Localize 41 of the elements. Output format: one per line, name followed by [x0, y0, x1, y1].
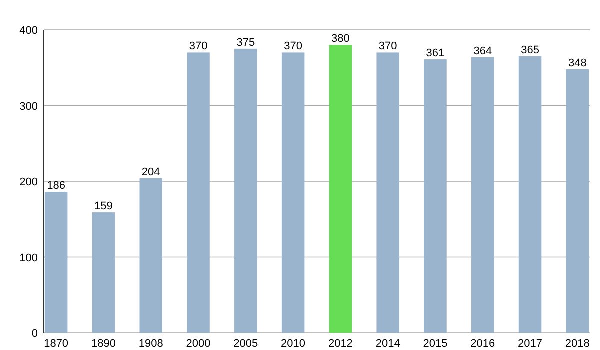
data-label: 186 — [47, 180, 66, 192]
x-tick-label: 2017 — [518, 338, 543, 350]
data-label: 348 — [568, 57, 587, 70]
x-tick-label: 1890 — [91, 338, 116, 350]
bar — [472, 57, 494, 333]
bar — [424, 60, 447, 333]
y-tick-label: 300 — [20, 100, 38, 113]
data-label: 365 — [521, 44, 540, 57]
data-label: 361 — [426, 48, 445, 60]
x-tick-label: 2005 — [234, 338, 258, 350]
y-tick-label: 200 — [20, 176, 38, 188]
data-label: 204 — [142, 166, 160, 178]
data-label: 370 — [189, 40, 208, 53]
x-tick-label: 2014 — [376, 338, 400, 350]
data-label: 370 — [378, 40, 398, 53]
bar — [376, 52, 400, 333]
bar — [282, 52, 305, 333]
data-label: 364 — [474, 45, 492, 58]
x-tick-label: 2015 — [423, 338, 448, 350]
y-tick-label: 100 — [20, 252, 38, 264]
bar — [140, 178, 162, 333]
x-tick-label: 2012 — [328, 338, 353, 350]
bar — [187, 52, 210, 333]
data-label: 380 — [332, 33, 350, 46]
y-tick-label: 0 — [32, 328, 38, 340]
x-tick-label: 2000 — [186, 338, 211, 350]
bar — [518, 56, 542, 333]
x-tick-label: 1908 — [138, 338, 164, 350]
x-tick-label: 2018 — [565, 338, 590, 350]
bar — [234, 48, 258, 333]
data-label: 370 — [284, 40, 302, 53]
bar — [329, 45, 352, 333]
data-label: 375 — [236, 36, 256, 49]
x-tick-label: 1870 — [44, 338, 69, 350]
bar — [566, 69, 590, 333]
data-label: 159 — [94, 200, 113, 213]
bar — [92, 212, 116, 333]
x-tick-label: 2010 — [281, 338, 306, 350]
bar — [44, 192, 68, 333]
y-tick-label: 400 — [20, 25, 38, 37]
x-tick-label: 2016 — [470, 338, 496, 350]
